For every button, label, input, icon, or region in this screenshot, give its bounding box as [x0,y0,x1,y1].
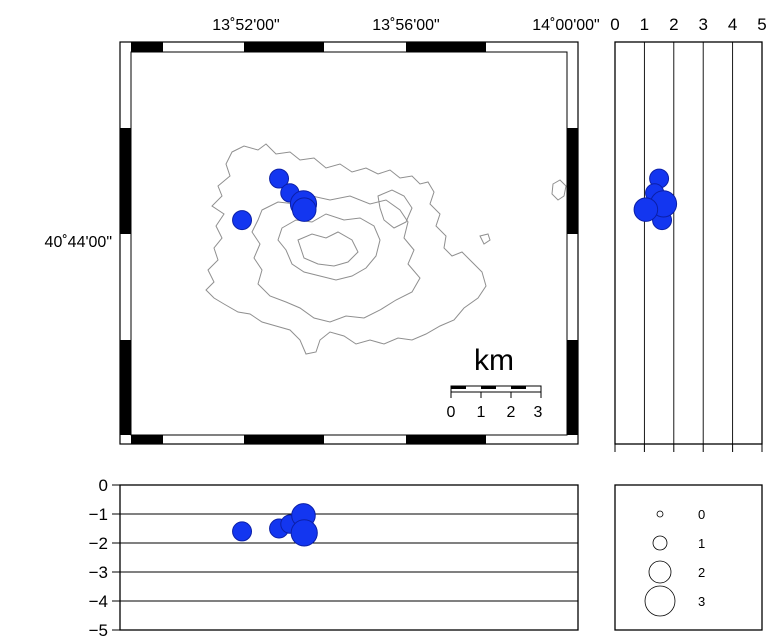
scale-bar: km 0 1 2 3 [447,344,543,421]
lon-label-1: 13˚52'00" [212,17,279,34]
ew-tick-label: −4 [89,592,108,611]
legend-entries: 0 1 2 3 [644,507,705,617]
legend-label-3: 3 [698,594,705,609]
scale-title: km [474,344,514,377]
scale-tick-label: 1 [477,404,486,421]
lat-label: 40˚44'00" [45,234,112,251]
ns-tick-label: 5 [757,15,766,34]
ns-tick-label: 3 [698,15,707,34]
legend-symbol-3 [644,585,676,617]
ew-tick-labels: 0 −1 −2 −3 −4 −5 [89,476,120,637]
map-plot-area [130,51,568,436]
islet-small [479,233,491,245]
lon-label-3: 14˚00'00" [532,17,599,34]
scale-segment [511,386,526,389]
ns-grid-lines [643,42,734,444]
ns-event-5 [633,197,659,222]
island-contours [205,143,567,355]
map-bottom-border [131,435,486,444]
map-view: 13˚52'00" 13˚56'00" 14˚00'00" 40˚44'00" … [45,17,600,445]
legend-label-1: 1 [698,536,705,551]
ew-tick-label: −2 [89,534,108,553]
magnitude-legend: 0 1 2 3 [614,484,763,631]
legend-frame [614,484,763,631]
lon-label-2: 13˚56'00" [372,17,439,34]
map-frame [119,41,579,445]
ew-section-frame [119,484,579,631]
ew-event-5 [290,519,318,547]
legend-symbol-2 [648,560,672,584]
scale-tick-label: 0 [447,404,456,421]
ns-tick-label: 1 [640,15,649,34]
map-left-border [120,128,131,435]
ew-tick-label: −5 [89,621,108,637]
contour-inner-3 [297,231,359,267]
ns-depth-section: 0 1 2 3 4 5 [610,15,767,452]
coastline [205,143,487,355]
legend-label-2: 2 [698,565,705,580]
ew-tick-label: −3 [89,563,108,582]
ns-tick-label: 2 [669,15,678,34]
ew-tick-label: 0 [99,476,108,495]
legend-symbol-0 [656,510,664,518]
scale-segment [451,386,466,389]
ns-section-frame [614,41,763,445]
contour-east-lobe [377,189,413,229]
scale-tick-label: 3 [534,404,543,421]
islet-east [551,179,567,201]
map-right-border [567,128,578,435]
ew-depth-section: 0 −1 −2 −3 −4 −5 [89,476,579,637]
ns-tick-label: 0 [610,15,619,34]
ns-events [633,168,678,231]
ns-tick-labels: 0 1 2 3 4 5 [610,15,767,452]
scale-segment [481,386,496,389]
ew-event-1 [232,521,253,542]
ns-tick-label: 4 [728,15,737,34]
legend-symbol-1 [652,535,668,551]
ew-grid-lines [120,513,578,602]
map-event-5 [291,197,317,222]
ew-tick-label: −1 [89,505,108,524]
ew-events [232,503,318,547]
map-top-border [131,42,486,52]
map-events [232,168,318,231]
map-event-1 [269,168,290,189]
contour-inner-2 [277,213,381,281]
legend-label-0: 0 [698,507,705,522]
map-event-3 [232,210,253,231]
scale-tick-label: 2 [507,404,516,421]
contour-inner-1 [251,195,421,323]
